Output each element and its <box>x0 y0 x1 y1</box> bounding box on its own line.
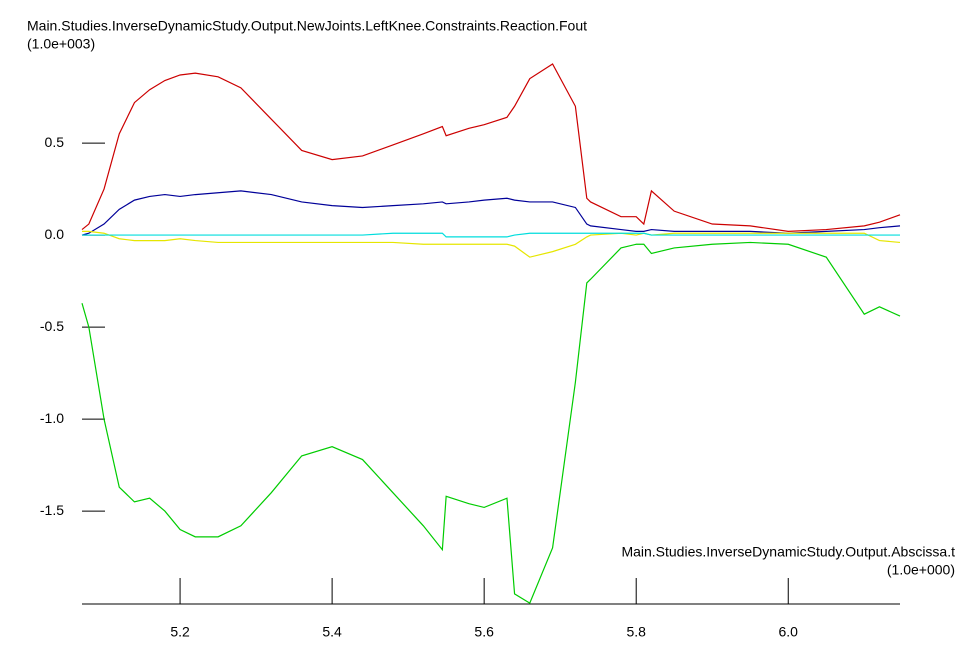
x-axis-label: Main.Studies.InverseDynamicStudy.Output.… <box>621 544 955 560</box>
x-tick-label: 5.8 <box>626 624 646 640</box>
data-line <box>82 230 901 258</box>
y-tick-label: 0.5 <box>45 134 65 150</box>
y-tick-label: -1.0 <box>40 410 64 426</box>
y-tick-label: -1.5 <box>40 502 64 518</box>
x-scale-label: (1.0e+000) <box>887 562 955 578</box>
chart-title: Main.Studies.InverseDynamicStudy.Output.… <box>27 18 587 34</box>
data-line <box>81 190 901 236</box>
data-line <box>81 63 901 232</box>
x-tick-label: 6.0 <box>779 624 799 640</box>
x-tick-label: 5.4 <box>322 624 342 640</box>
y-scale-label: (1.0e+003) <box>27 36 95 52</box>
data-line <box>82 232 900 238</box>
x-tick-label: 5.6 <box>474 624 494 640</box>
data-line <box>81 241 901 604</box>
x-tick-label: 5.2 <box>170 624 190 640</box>
y-tick-label: -0.5 <box>40 318 64 334</box>
y-tick-label: 0.0 <box>45 226 65 242</box>
